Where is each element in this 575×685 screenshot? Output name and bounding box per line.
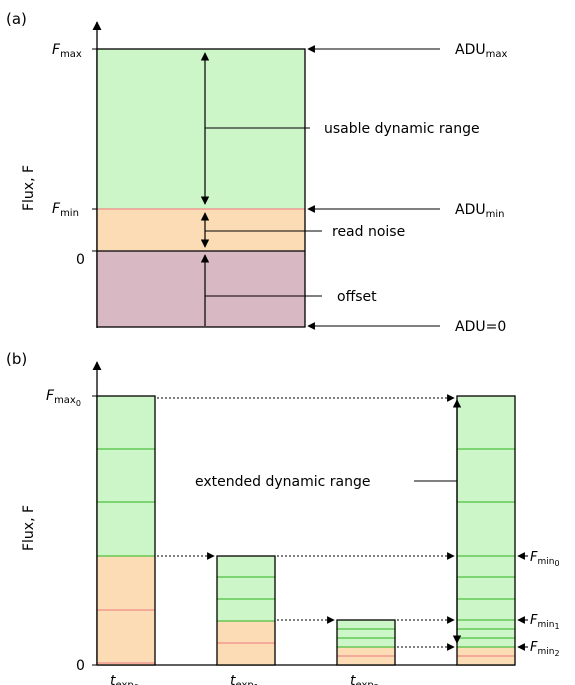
- combined-bar: [452, 395, 516, 666]
- texp2-label: texp2: [350, 673, 379, 685]
- texp0-label: texp0: [110, 673, 139, 685]
- panel-a-label: (a): [6, 10, 27, 28]
- panel-b-label: (b): [6, 350, 27, 368]
- fmax0-label: Fmax0: [46, 388, 81, 408]
- panel-a-box: [96, 48, 306, 328]
- bar0-usable: [97, 396, 155, 556]
- bar1-box: [216, 555, 276, 666]
- panel-a-y-title: Flux, F: [21, 165, 37, 211]
- panel-b-zero-label: 0: [76, 658, 85, 674]
- fmin-label: Fmin: [52, 201, 79, 219]
- adu-min-label: ADUmin: [455, 202, 504, 220]
- combined-usable: [457, 396, 515, 647]
- adu-zero-label: ADU=0: [455, 319, 506, 335]
- panel-b: (b) Fmax0 0 Flux, F texp0 texp1 texp2: [6, 350, 560, 685]
- read-noise-label: read noise: [332, 224, 405, 240]
- usable-dynamic-range-label: usable dynamic range: [324, 121, 480, 137]
- usable-range-region: [97, 49, 305, 209]
- exposure-bar-1: [216, 555, 276, 666]
- fmax-label: Fmax: [52, 42, 82, 60]
- offset-region: [97, 251, 305, 327]
- offset-label: offset: [337, 289, 377, 305]
- exposure-bar-2: [336, 619, 396, 666]
- panel-a: (a) Fmax Fmin 0 Flux, F usable dynamic r…: [6, 10, 507, 335]
- bar0-box: [96, 395, 156, 666]
- fmin2-label: Fmin2: [530, 640, 560, 658]
- panel-b-y-title: Flux, F: [21, 505, 37, 551]
- texp1-label: texp1: [230, 673, 259, 685]
- bar1-usable: [217, 556, 275, 621]
- extended-dynamic-range-label: extended dynamic range: [195, 474, 370, 490]
- zero-label: 0: [76, 252, 85, 268]
- bar2-usable: [337, 620, 395, 647]
- adu-max-label: ADUmax: [455, 42, 507, 60]
- bar2-box: [336, 619, 396, 666]
- exposure-bar-0: [96, 395, 156, 666]
- read-noise-region: [97, 209, 305, 251]
- fmin1-label: Fmin1: [530, 613, 560, 631]
- fmin0-label: Fmin0: [530, 550, 560, 568]
